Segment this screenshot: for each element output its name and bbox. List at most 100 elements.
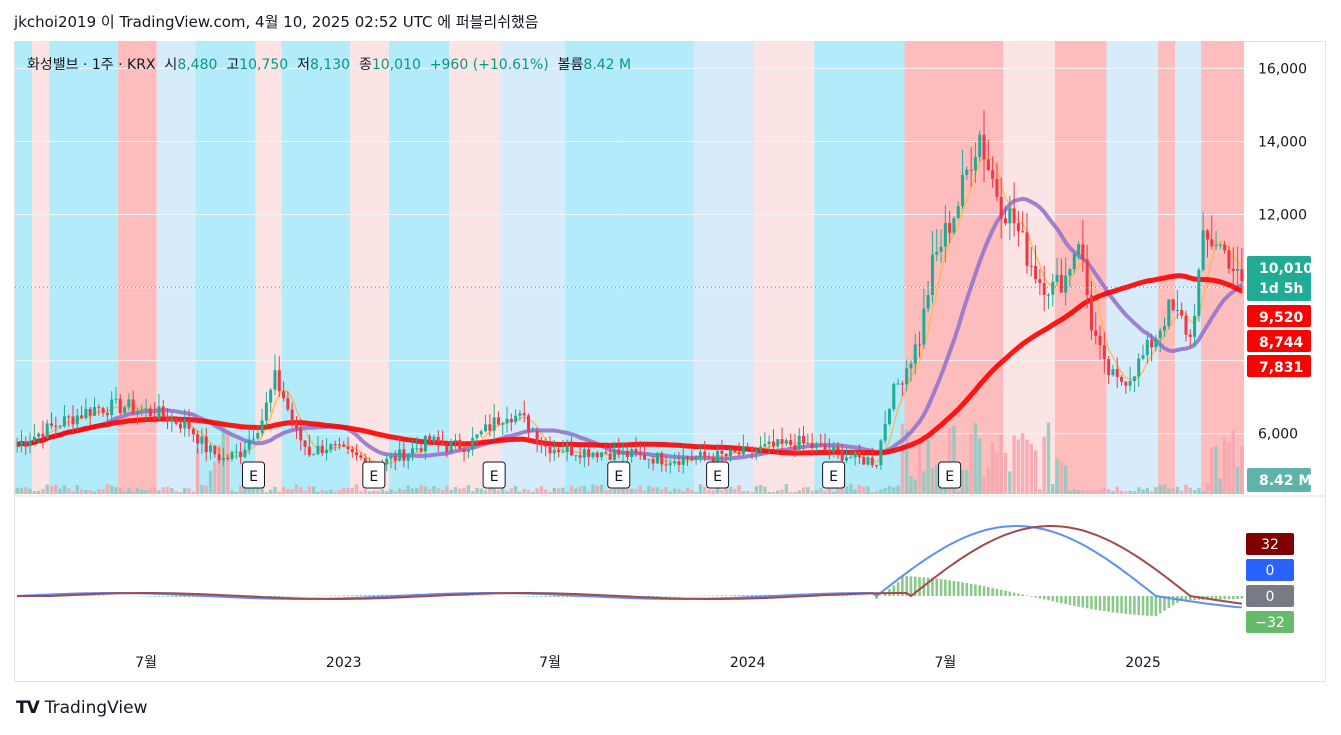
volume-bar xyxy=(191,491,196,494)
candle-body xyxy=(393,456,397,461)
volume-bar xyxy=(1068,490,1072,494)
candle-body xyxy=(862,457,866,465)
candle-body xyxy=(432,436,436,442)
volume-bar xyxy=(698,484,703,494)
legend-symbol[interactable]: 화성밸브 · 1주 · KRX xyxy=(27,57,156,73)
volume-bar xyxy=(466,485,471,494)
volume-bar xyxy=(1020,433,1025,494)
earnings-marker-label: E xyxy=(249,469,258,485)
volume-bar xyxy=(801,487,806,494)
volume-bar xyxy=(668,491,673,494)
candle-body xyxy=(410,448,414,454)
macd-histogram-bar xyxy=(1120,596,1123,614)
candle-body xyxy=(939,246,943,252)
candle-body xyxy=(264,402,268,421)
macd-histogram-bar xyxy=(84,595,88,596)
candle-body xyxy=(913,344,917,364)
background-band xyxy=(616,41,694,494)
earnings-marker-label: E xyxy=(829,469,838,485)
candle-body xyxy=(337,444,341,446)
candle-body xyxy=(716,450,720,462)
macd-histogram-bar xyxy=(1098,596,1102,611)
macd-histogram-bar xyxy=(174,596,178,597)
volume-bar xyxy=(883,487,887,494)
volume-bar xyxy=(784,484,789,494)
volume-bar xyxy=(423,486,428,494)
candle-body xyxy=(922,308,926,345)
candle-body xyxy=(449,441,453,452)
macd-histogram-bar xyxy=(368,594,371,596)
background-band xyxy=(388,41,450,494)
candle-body xyxy=(67,416,71,418)
volume-bar xyxy=(578,486,582,494)
volume-bar xyxy=(780,489,784,494)
volume-bar xyxy=(909,475,913,494)
volume-bar xyxy=(320,490,324,494)
macd-histogram-bar xyxy=(553,596,556,597)
candle-body xyxy=(896,383,900,385)
candle-body xyxy=(681,456,685,465)
volume-bar xyxy=(1016,439,1021,494)
candle-body xyxy=(797,435,801,450)
volume-bar xyxy=(1106,489,1111,494)
macd-histogram-bar xyxy=(1060,596,1063,604)
volume-bar xyxy=(290,489,294,494)
ma-price-label-box xyxy=(1247,355,1311,377)
legend-low-label: 저 xyxy=(297,57,310,73)
candle-body xyxy=(759,446,763,451)
candle-body xyxy=(690,458,694,460)
volume-bar xyxy=(66,488,71,494)
candle-body xyxy=(1210,239,1214,247)
candle-body xyxy=(161,406,165,417)
macd-histogram-bar xyxy=(1085,596,1089,609)
volume-bar xyxy=(277,491,281,494)
candle-body xyxy=(333,444,337,446)
volume-bar xyxy=(819,488,823,494)
volume-bar xyxy=(956,491,960,494)
legend-volume-label: 볼륨 xyxy=(557,57,584,73)
candle-body xyxy=(54,425,58,427)
candle-body xyxy=(578,455,582,458)
volume-bar xyxy=(28,488,32,494)
candle-body xyxy=(496,417,500,425)
volume-bar xyxy=(707,490,711,494)
tradingview-branding[interactable]: TV TradingView xyxy=(16,698,147,718)
volume-bar xyxy=(612,488,617,494)
volume-bar xyxy=(870,491,875,494)
candle-body xyxy=(956,206,960,219)
candle-body xyxy=(398,449,402,461)
candle-body xyxy=(282,391,286,399)
volume-bar xyxy=(105,484,110,494)
candle-body xyxy=(226,457,230,459)
macd-histogram-bar xyxy=(557,596,560,598)
candle-body xyxy=(484,424,488,432)
volume-bar xyxy=(432,486,436,494)
candle-body xyxy=(905,368,909,385)
volume-bar xyxy=(157,490,161,494)
volume-bar xyxy=(720,490,724,494)
macd-histogram-bar xyxy=(896,582,900,596)
candle-body xyxy=(711,457,715,462)
volume-bar xyxy=(960,469,965,494)
macd-value-label: 32 xyxy=(1261,537,1279,553)
candle-body xyxy=(1167,299,1171,327)
candle-body xyxy=(166,416,170,422)
volume-bar xyxy=(677,488,681,494)
volume-bar xyxy=(857,484,862,494)
volume-bar xyxy=(15,487,19,494)
moving-average-line xyxy=(16,273,1243,456)
volume-bar xyxy=(350,487,355,494)
volume-bar xyxy=(1012,435,1016,494)
volume-bar xyxy=(565,491,569,494)
candle-body xyxy=(887,409,891,424)
background-band xyxy=(1201,41,1244,494)
candle-body xyxy=(187,420,191,429)
volume-bar xyxy=(1162,484,1167,494)
candle-body xyxy=(1201,230,1205,270)
candle-body xyxy=(290,409,294,423)
volume-bar xyxy=(208,470,213,494)
macd-histogram-bar xyxy=(179,596,182,598)
volume-bar xyxy=(1192,490,1197,494)
candle-body xyxy=(501,423,505,425)
